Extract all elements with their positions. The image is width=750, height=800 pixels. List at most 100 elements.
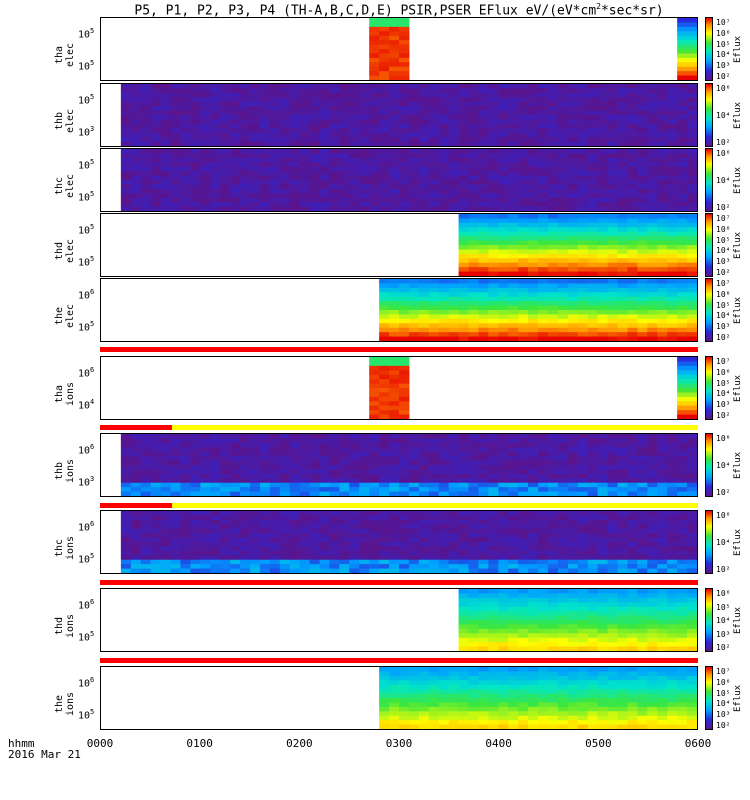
spectrogram-cell: [210, 171, 221, 177]
spectrogram-cell: [359, 115, 370, 120]
spectrogram-cell: [637, 292, 648, 298]
spectrogram-cell: [240, 511, 251, 516]
spectrogram-cell: [518, 633, 529, 639]
spectrogram-cell: [587, 482, 599, 488]
spectrogram-cell: [200, 101, 211, 107]
spectrogram-cell: [289, 175, 301, 181]
spectrogram-cell: [508, 724, 519, 729]
spectrogram-cell: [379, 671, 390, 677]
spectrogram-cell: [488, 214, 499, 219]
spectrogram-cell: [250, 149, 261, 154]
spectrogram-cell: [617, 555, 628, 561]
spectrogram-cell: [567, 473, 579, 479]
spectrogram-cell: [180, 166, 191, 172]
spectrogram-cell: [647, 487, 658, 493]
spectrogram-cell: [428, 166, 440, 172]
spectrogram-cell: [359, 202, 370, 208]
colorbar-tick-label: 10²: [716, 643, 731, 652]
spectrogram-cell: [518, 606, 529, 612]
spectrogram-cell: [557, 689, 569, 695]
spectrogram-cell: [259, 88, 271, 94]
spectrogram-cell: [369, 568, 380, 573]
spectrogram-cell: [567, 542, 579, 547]
spectrogram-cell: [468, 542, 479, 547]
spectrogram-cell: [528, 157, 539, 163]
spectrogram-cell: [170, 515, 181, 521]
spectrogram-cell: [250, 542, 261, 547]
spectrogram-cell: [220, 511, 231, 516]
spectrogram-cell: [528, 515, 539, 521]
spectrogram-cell: [528, 231, 539, 237]
spectrogram-cell: [220, 559, 231, 565]
spectrogram-cell: [210, 184, 221, 190]
spectrogram-cell: [418, 451, 430, 457]
spectrogram-cell: [408, 314, 420, 320]
spectrogram-cell: [210, 568, 221, 573]
spectrogram-cell: [269, 568, 281, 573]
spectrogram-cell: [597, 214, 609, 219]
spectrogram-cell: [369, 473, 380, 479]
spectrogram-cell: [309, 491, 321, 496]
spectrogram-cell: [309, 110, 321, 116]
spectrogram-cell: [637, 249, 648, 255]
spectrogram-cell: [468, 206, 479, 211]
spectrogram-cell: [399, 318, 410, 324]
spectrogram-cell: [508, 236, 519, 242]
spectrogram-cell: [259, 460, 271, 466]
spectrogram-cell: [418, 327, 430, 333]
spectrogram-cell: [528, 193, 539, 199]
spectrogram-cell: [438, 336, 450, 341]
spectrogram-cell: [130, 197, 142, 203]
spectrogram-cell: [210, 533, 221, 539]
spectrogram-cell: [418, 671, 430, 677]
spectrogram-cell: [250, 519, 261, 525]
spectrogram-cell: [408, 438, 420, 444]
spectrogram-cell: [548, 128, 559, 134]
spectrogram-cell: [498, 589, 509, 594]
spectrogram-cell: [518, 478, 529, 484]
spectrogram-cell: [607, 249, 619, 255]
spectrogram-cell: [359, 153, 370, 159]
spectrogram-cell: [140, 123, 152, 129]
spectrogram-cell: [637, 188, 648, 194]
colorbar-tick-label: 10⁶: [716, 224, 731, 234]
spectrogram-cell: [498, 279, 509, 284]
spectrogram-cell: [438, 157, 450, 163]
spectrogram-cell: [289, 465, 301, 470]
spectrogram-cell: [617, 267, 628, 273]
spectrogram-cell: [677, 491, 688, 496]
colorbar-tick-label: 10⁴: [716, 461, 731, 470]
spectrogram-cell: [627, 175, 638, 181]
spectrogram-cell: [279, 119, 291, 125]
spectrogram-cell: [309, 180, 321, 185]
spectrogram-cell: [160, 171, 172, 177]
spectrogram-cell: [567, 115, 579, 120]
spectrogram-cell: [259, 451, 271, 457]
spectrogram-cell: [279, 115, 291, 120]
spectrogram-cell: [667, 332, 678, 338]
spectrogram-cell: [667, 511, 678, 516]
spectrogram-cell: [150, 460, 162, 466]
spectrogram-cell: [528, 137, 539, 143]
spectrogram-cell: [200, 473, 211, 479]
spectrogram-cell: [240, 119, 251, 125]
spectrogram-cell: [557, 245, 569, 250]
spectrogram-cell: [418, 175, 430, 181]
spectrogram-cell: [319, 206, 330, 211]
spectrogram-cell: [617, 305, 628, 311]
spectrogram-cell: [408, 451, 420, 457]
spectrogram-cell: [399, 511, 410, 516]
spectrogram-cell: [657, 149, 668, 154]
spectrogram-cell: [220, 149, 231, 154]
spectrogram-cell: [180, 115, 191, 120]
spectrogram-cell: [428, 698, 440, 703]
spectrogram-cell: [428, 524, 440, 530]
spectrogram-cell: [458, 175, 470, 181]
spectrogram-cell: [140, 542, 152, 547]
spectrogram-cell: [230, 123, 241, 129]
spectrogram-cell: [597, 611, 609, 617]
spectrogram-cell: [617, 180, 628, 185]
spectrogram-cell: [557, 262, 569, 268]
spectrogram-cell: [418, 550, 430, 556]
spectrogram-cell: [399, 336, 410, 341]
